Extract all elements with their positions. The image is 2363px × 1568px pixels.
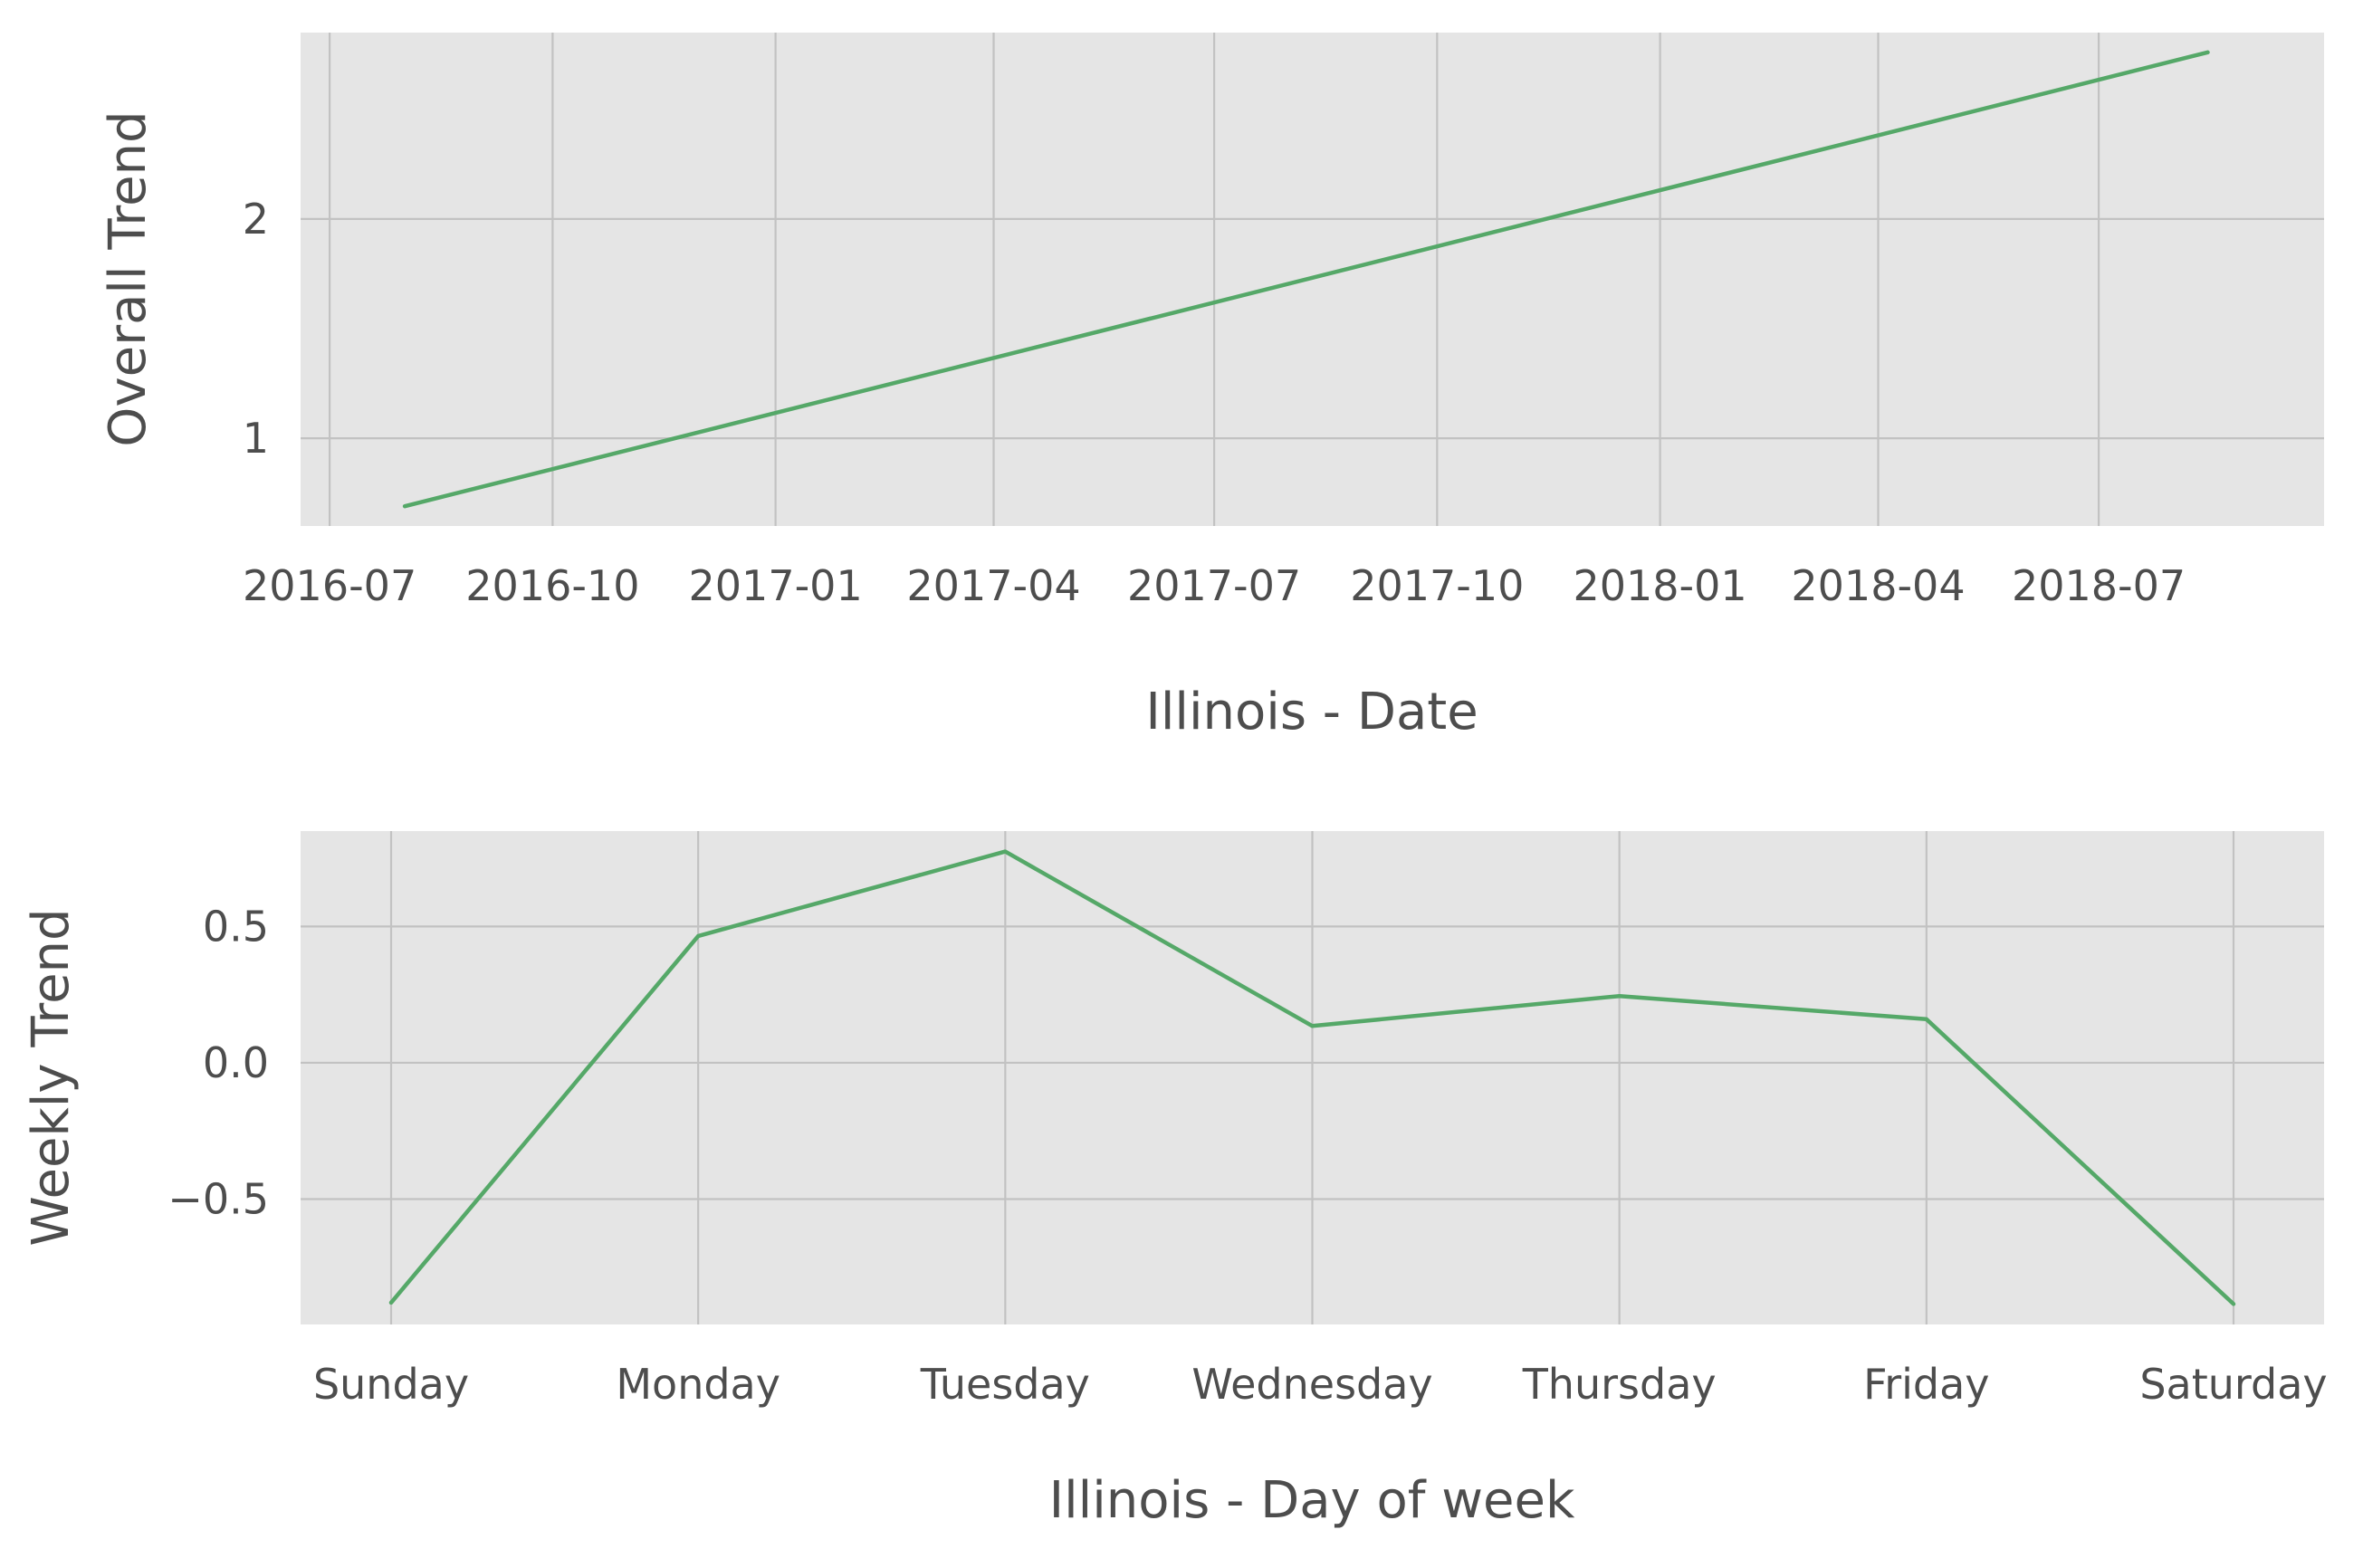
overall-trend-gridlines — [301, 33, 2324, 526]
overall-trend-x-tick-label: 2017-10 — [1350, 561, 1524, 610]
overall-trend-x-tick-label: 2018-01 — [1573, 561, 1746, 610]
weekly-trend-x-tick-label: Sunday — [313, 1360, 469, 1409]
overall-trend-line — [402, 50, 2210, 509]
weekly-trend-line — [388, 849, 2236, 1306]
overall-trend-x-axis-label: Illinois - Date — [1145, 683, 1478, 741]
overall-trend-x-tick-label: 2018-04 — [1791, 561, 1965, 610]
weekly-trend-gridlines — [301, 831, 2324, 1324]
weekly-trend-x-tick-label: Tuesday — [920, 1360, 1090, 1409]
overall-trend-y-tick-label: 2 — [243, 195, 269, 244]
overall-trend-x-tick-label: 2018-07 — [2012, 561, 2186, 610]
overall-trend-y-axis-label: Overall Trend — [99, 110, 158, 446]
weekly-trend-x-tick-label: Monday — [616, 1360, 780, 1409]
overall-trend-x-tick-label: 2016-07 — [243, 561, 416, 610]
weekly-trend-x-tick-label: Friday — [1863, 1360, 1989, 1409]
overall-trend-y-ticks: 12 — [243, 195, 269, 463]
weekly-trend-x-ticks: Sunday Monday Tuesday Wednesday Thursday Frid… — [313, 1360, 2328, 1409]
overall-trend-x-tick-label: 2017-04 — [906, 561, 1080, 610]
weekly-trend-x-tick-label: Saturday — [2139, 1360, 2327, 1409]
overall-trend-x-tick-label: 2016-10 — [465, 561, 639, 610]
weekly-trend-panel: Sunday Monday Tuesday Wednesday Thursday Frid… — [22, 831, 2328, 1530]
overall-trend-y-tick-label: 1 — [243, 414, 269, 463]
weekly-trend-y-tick-label: −0.5 — [167, 1174, 269, 1223]
weekly-trend-y-tick-label: 0.5 — [203, 902, 269, 951]
weekly-trend-x-tick-label: Thursday — [1522, 1360, 1717, 1409]
weekly-trend-y-ticks: −0.5 0.0 0.5 — [167, 902, 269, 1223]
overall-trend-x-tick-label: 2017-07 — [1127, 561, 1301, 610]
weekly-trend-x-axis-label: Illinois - Day of week — [1049, 1471, 1575, 1530]
weekly-trend-y-tick-label: 0.0 — [203, 1038, 269, 1087]
overall-trend-x-tick-label: 2017-01 — [689, 561, 863, 610]
weekly-trend-x-tick-label: Wednesday — [1191, 1360, 1432, 1409]
overall-trend-panel: 2016-07 2016-10 2017-01 2017-04 2017-07 2017-… — [99, 33, 2324, 741]
weekly-trend-y-axis-label: Weekly Trend — [22, 908, 81, 1246]
overall-trend-x-ticks: 2016-07 2016-10 2017-01 2017-04 2017-07 2017-… — [243, 561, 2186, 610]
